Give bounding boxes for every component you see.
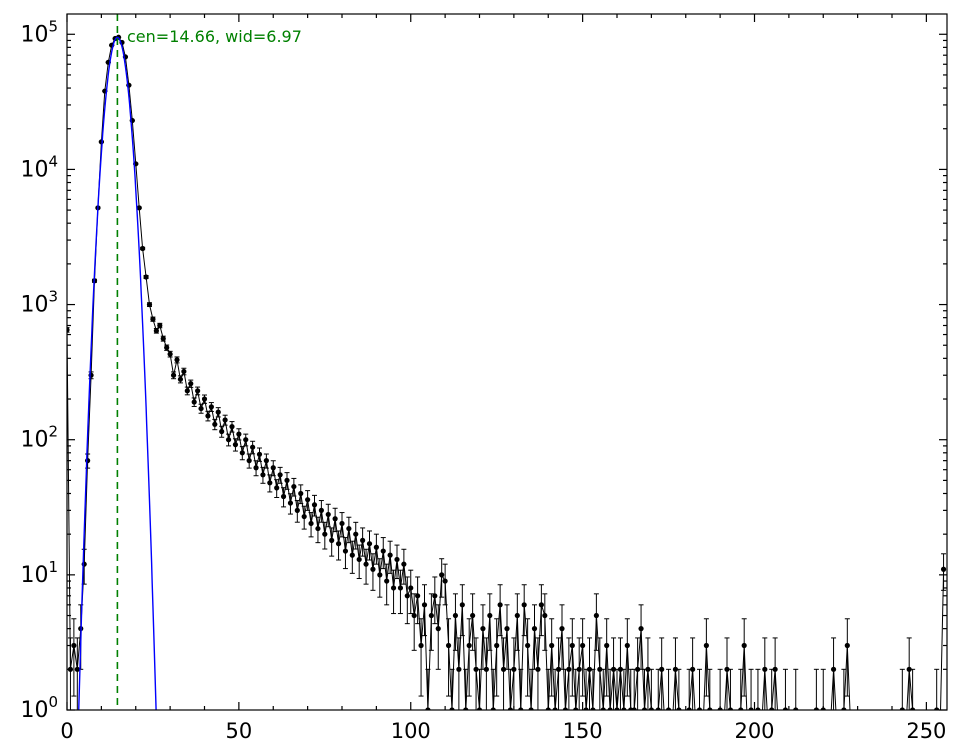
histogram-markers [67, 34, 947, 710]
y-tick-label: 102 [20, 423, 58, 453]
axis-ticks [66, 14, 947, 711]
y-tick-label: 103 [20, 288, 58, 318]
y-tick-label: 100 [20, 693, 58, 723]
histogram-errorbars [67, 36, 947, 710]
y-axis-labels: 100 101 102 103 104 105 [20, 17, 58, 723]
x-tick-label: 250 [906, 719, 946, 743]
x-tick-label: 0 [60, 719, 73, 743]
x-tick-label: 200 [734, 719, 774, 743]
y-tick-label: 101 [20, 558, 58, 588]
x-tick-label: 50 [226, 719, 253, 743]
axes-frame [66, 13, 948, 711]
plot-area [67, 14, 947, 710]
y-tick-label: 104 [20, 152, 58, 182]
x-axis-labels: 0 50 100 150 200 250 [60, 719, 946, 743]
x-tick-label: 150 [563, 719, 603, 743]
fit-annotation: cen=14.66, wid=6.97 [127, 27, 302, 46]
histogram-line [67, 36, 945, 710]
gaussian-fit-curve [78, 36, 157, 710]
x-tick-label: 100 [391, 719, 431, 743]
y-tick-label: 105 [20, 17, 58, 47]
